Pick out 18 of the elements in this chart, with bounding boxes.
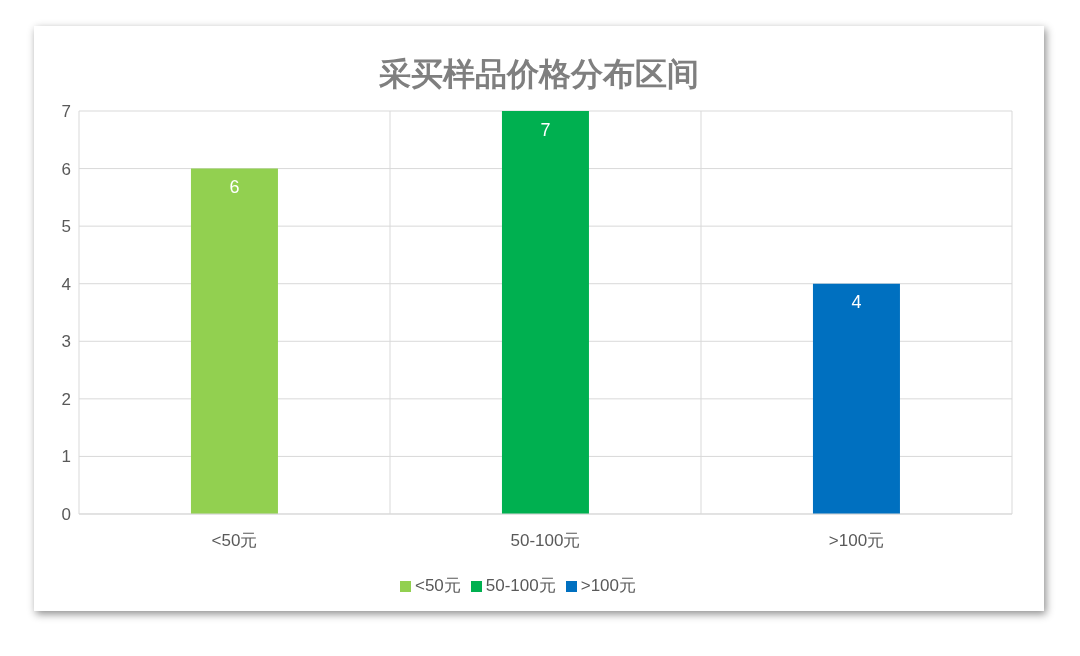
data-label: 4 bbox=[851, 292, 862, 313]
data-label: 6 bbox=[229, 177, 240, 198]
y-tick-label: 0 bbox=[61, 505, 71, 525]
legend-label: >100元 bbox=[580, 576, 637, 595]
y-tick-label: 6 bbox=[61, 159, 71, 179]
y-tick-label: 5 bbox=[61, 217, 71, 237]
y-tick-label: 1 bbox=[61, 447, 71, 467]
legend-label: <50元 bbox=[414, 576, 461, 595]
y-tick-label: 2 bbox=[61, 389, 71, 409]
x-tick-label: 50-100元 bbox=[510, 531, 581, 551]
chart-title: 采买样品价格分布区间 bbox=[378, 55, 700, 94]
legend-label: 50-100元 bbox=[485, 576, 556, 595]
y-tick-label: 7 bbox=[61, 102, 71, 122]
data-label: 7 bbox=[540, 119, 551, 140]
y-tick-label: 4 bbox=[61, 274, 71, 294]
x-tick-label: >100元 bbox=[828, 531, 885, 551]
x-tick-label: <50元 bbox=[211, 531, 258, 551]
y-tick-label: 3 bbox=[61, 332, 71, 352]
